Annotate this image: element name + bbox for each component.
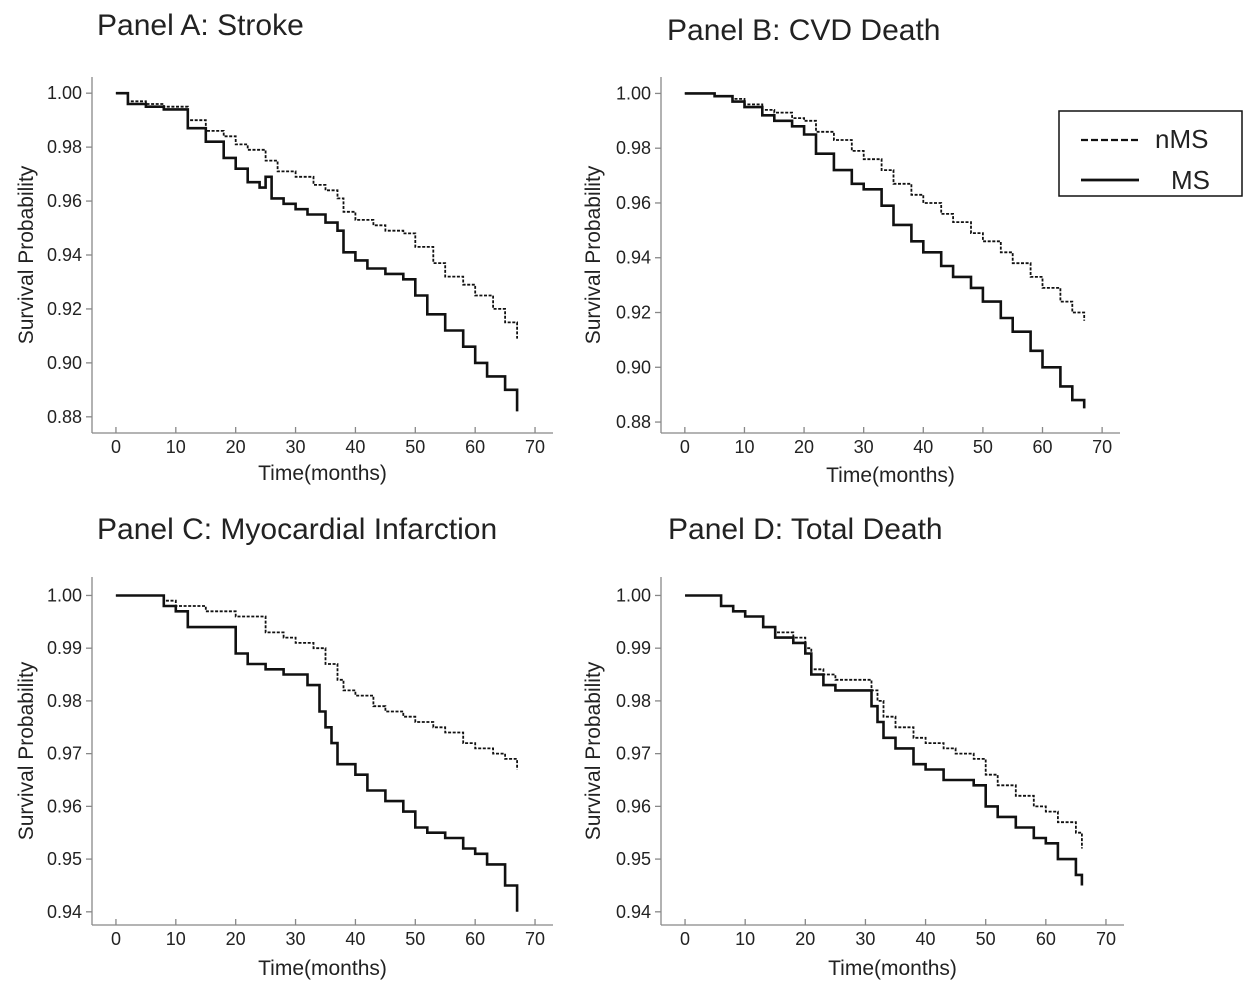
panel-d: Panel D: Total Death 0.940.950.960.970.9… — [582, 513, 1124, 980]
panel-d-y-tick-label: 0.97 — [616, 744, 651, 764]
panel-b-x-tick-label: 40 — [913, 437, 933, 457]
panel-c: Panel C: Myocardial Infarction 0.940.950… — [15, 513, 553, 980]
panel-c-curve-ms — [115, 594, 519, 912]
panel-d-x-tick-label: 30 — [855, 929, 875, 949]
panel-d-x-tick-label: 20 — [795, 929, 815, 949]
panel-c-x-tick-label: 60 — [465, 929, 485, 949]
panel-a-x-tick-label: 10 — [166, 437, 186, 457]
panel-d-curve-ms — [685, 594, 1084, 886]
panel-b-y-tick-label: 1.00 — [616, 83, 651, 103]
panel-a-y-tick-label: 0.88 — [47, 407, 82, 427]
panel-d-title: Panel D: Total Death — [668, 513, 943, 546]
panel-c-y-tick-label: 0.99 — [47, 638, 82, 658]
panel-a-x-tick-label: 70 — [525, 437, 545, 457]
panel-a-title: Panel A: Stroke — [97, 9, 304, 42]
panel-b-x-axis-label: Time(months) — [826, 464, 955, 487]
panel-c-y-tick-label: 0.94 — [47, 902, 82, 922]
panel-b-curve-nms — [684, 92, 1086, 321]
panel-d-y-tick-label: 0.96 — [616, 796, 651, 816]
legend: nMS MS — [1058, 110, 1243, 197]
panel-b-x-tick-label: 60 — [1032, 437, 1052, 457]
panel-c-plot: 0.94 0.95 0.96 0.97 0.98 0.99 1.00 0 10 20 30 40 50 6… — [15, 577, 553, 980]
panel-b-x-tick-label: 0 — [680, 437, 690, 457]
panel-c-x-tick-label: 10 — [166, 929, 186, 949]
panel-d-x-tick-label: 50 — [976, 929, 996, 949]
legend-ms-label: MS — [1171, 165, 1210, 195]
panel-c-y-tick-label: 0.96 — [47, 796, 82, 816]
panel-b-x-tick-label: 20 — [794, 437, 814, 457]
panel-c-x-tick-label: 50 — [405, 929, 425, 949]
legend-nms-label: nMS — [1155, 124, 1208, 154]
panel-d-y-tick-label: 0.99 — [616, 638, 651, 658]
panel-c-y-tick-label: 0.97 — [47, 744, 82, 764]
panel-b-y-tick-label: 0.90 — [616, 357, 651, 377]
panel-d-x-tick-label: 0 — [680, 929, 690, 949]
panel-a-x-axis-label: Time(months) — [258, 462, 387, 485]
panel-b-y-tick-label: 0.88 — [616, 412, 651, 432]
panel-b-y-axis-label: Survival Probability — [582, 165, 605, 344]
panel-d-y-tick-label: 1.00 — [616, 585, 651, 605]
panel-a-x-tick-label: 0 — [111, 437, 121, 457]
panel-b-y-tick-label: 0.94 — [616, 248, 651, 268]
panel-c-x-tick-label: 30 — [286, 929, 306, 949]
panel-b-curve-ms — [684, 92, 1086, 409]
panel-a-y-tick-label: 0.92 — [47, 299, 82, 319]
panel-a-x-tick-label: 40 — [345, 437, 365, 457]
panel-b: Panel B: CVD Death 0.880.900.920.940.960… — [582, 14, 1120, 487]
panel-d-y-axis-label: Survival Probability — [582, 661, 605, 840]
panel-b-plot: 0.88 0.90 0.92 0.94 0.96 0.98 1.00 0 10 20 30 40 50 6… — [582, 77, 1120, 487]
panel-d-y-tick-label: 0.98 — [616, 691, 651, 711]
panel-a-y-tick-label: 0.96 — [47, 191, 82, 211]
panel-a-plot: 0.88 0.90 0.92 0.94 0.96 0.98 1.00 0 10 20 30 40 50 6… — [15, 77, 553, 485]
panel-a-x-tick-label: 30 — [286, 437, 306, 457]
panel-c-x-tick-label: 0 — [111, 929, 121, 949]
panel-a-curve-nms — [115, 92, 518, 339]
panel-c-x-tick-label: 70 — [525, 929, 545, 949]
panel-d-x-tick-label: 70 — [1096, 929, 1116, 949]
panel-c-y-tick-label: 1.00 — [47, 585, 82, 605]
panel-d-y-tick-label: 0.94 — [616, 902, 651, 922]
panel-a: Panel A: Stroke 0.88 0.90 0.92 0.94 0.96 0.98… — [15, 9, 553, 485]
panel-a-y-tick-label: 0.90 — [47, 353, 82, 373]
panel-a-y-tick-label: 1.00 — [47, 83, 82, 103]
panel-a-x-tick-label: 50 — [405, 437, 425, 457]
panel-c-curve-nms — [115, 594, 518, 770]
panel-d-y-tick-label: 0.95 — [616, 849, 651, 869]
panel-a-y-tick-label: 0.94 — [47, 245, 82, 265]
panel-b-y-tick-label: 0.96 — [616, 193, 651, 213]
panel-d-x-tick-label: 10 — [735, 929, 755, 949]
legend-box — [1058, 110, 1243, 197]
panel-b-x-tick-label: 30 — [854, 437, 874, 457]
panel-c-x-axis-label: Time(months) — [258, 957, 387, 980]
panel-a-curve-ms — [115, 91, 519, 412]
panel-d-x-tick-label: 40 — [916, 929, 936, 949]
panel-c-y-axis-label: Survival Probability — [15, 661, 38, 840]
panel-d-plot: 0.94 0.95 0.96 0.97 0.98 0.99 1.00 0 10 20 30 40 50 6… — [582, 577, 1124, 980]
panel-a-y-tick-label: 0.98 — [47, 137, 82, 157]
panel-c-x-tick-label: 20 — [226, 929, 246, 949]
panel-b-y-tick-label: 0.92 — [616, 303, 651, 323]
panel-c-x-tick-label: 40 — [345, 929, 365, 949]
panel-a-x-tick-label: 20 — [226, 437, 246, 457]
panel-b-x-tick-label: 10 — [734, 437, 754, 457]
panel-b-x-tick-label: 70 — [1092, 437, 1112, 457]
panel-c-title: Panel C: Myocardial Infarction — [97, 513, 497, 546]
panel-a-y-axis-label: Survival Probability — [15, 165, 38, 344]
panel-d-x-tick-label: 60 — [1036, 929, 1056, 949]
panel-a-x-tick-label: 60 — [465, 437, 485, 457]
panel-c-y-tick-label: 0.95 — [47, 849, 82, 869]
panel-b-y-tick-label: 0.98 — [616, 138, 651, 158]
panel-c-y-tick-label: 0.98 — [47, 691, 82, 711]
panel-b-title: Panel B: CVD Death — [667, 14, 940, 47]
panel-d-x-axis-label: Time(months) — [828, 957, 957, 980]
panel-b-x-tick-label: 50 — [973, 437, 993, 457]
